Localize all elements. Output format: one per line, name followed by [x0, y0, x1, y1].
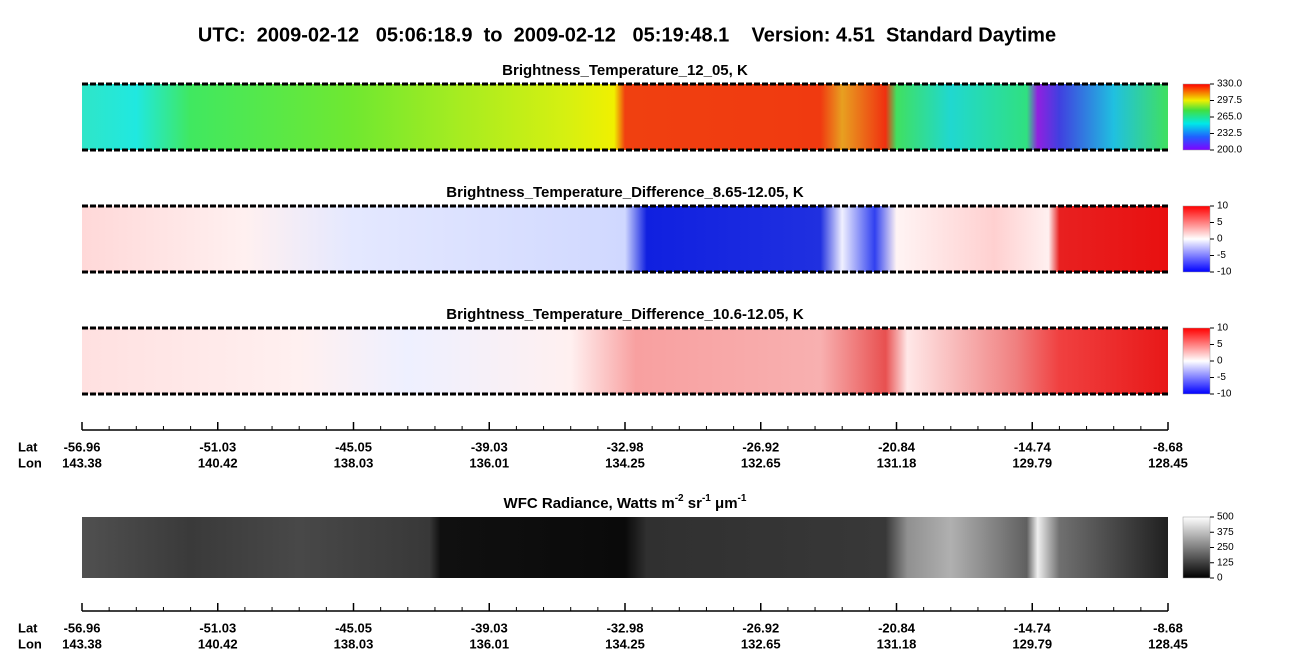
lon-label: 143.38 — [62, 455, 102, 470]
colorbar-label: 330.0 — [1217, 79, 1242, 90]
lon-label: 131.18 — [877, 455, 917, 470]
panel-title: Brightness_Temperature_12_05, K — [502, 62, 748, 79]
axis-label: Lat — [18, 620, 38, 635]
lat-label: -14.74 — [1014, 439, 1052, 454]
colorbar-label: 200.0 — [1217, 145, 1242, 156]
lat-label: -51.03 — [199, 620, 236, 635]
colorbar-label: 232.5 — [1217, 128, 1242, 139]
lon-label: 138.03 — [334, 455, 374, 470]
title-part: -2 — [675, 493, 684, 504]
lon-label: 128.45 — [1148, 636, 1188, 651]
lat-label: -45.05 — [335, 620, 372, 635]
lat-label: -20.84 — [878, 439, 916, 454]
lat-label: -8.68 — [1153, 620, 1183, 635]
lat-label: -26.92 — [742, 439, 779, 454]
lat-label: -56.96 — [64, 439, 101, 454]
colorbar — [1182, 327, 1211, 395]
lat-label: -51.03 — [199, 439, 236, 454]
title-part: sr — [684, 495, 703, 512]
lon-label: 136.01 — [469, 636, 509, 651]
lon-label: 132.65 — [741, 455, 781, 470]
axis-label: Lon — [18, 455, 42, 470]
heatmap — [82, 84, 1168, 150]
colorbar — [1182, 83, 1211, 151]
colorbar-label: -5 — [1217, 250, 1226, 261]
panel-title: Brightness_Temperature_Difference_10.6-1… — [446, 306, 804, 323]
lon-label: 138.03 — [334, 636, 374, 651]
panel-title: WFC Radiance, Watts m-2 sr-1 μm-1 — [504, 493, 747, 512]
colorbar-label: -10 — [1217, 389, 1232, 400]
lon-label: 140.42 — [198, 455, 238, 470]
colorbar — [1182, 516, 1211, 579]
colorbar-label: 5 — [1217, 217, 1223, 228]
lat-label: -8.68 — [1153, 439, 1183, 454]
colorbar-label: 0 — [1217, 356, 1223, 367]
lon-label: 128.45 — [1148, 455, 1188, 470]
colorbar-label: 265.0 — [1217, 112, 1242, 123]
colorbar-label: -5 — [1217, 372, 1226, 383]
lat-label: -14.74 — [1014, 620, 1052, 635]
heatmap — [82, 517, 1168, 578]
axis-label: Lon — [18, 636, 42, 651]
heatmap — [82, 328, 1168, 394]
title: UTC: 2009-02-12 05:06:18.9 to 2009-02-12… — [198, 24, 1056, 46]
lon-label: 129.79 — [1012, 455, 1052, 470]
colorbar-label: 250 — [1217, 542, 1234, 553]
lat-label: -39.03 — [471, 620, 508, 635]
title-part: μm — [711, 495, 738, 512]
heatmap — [82, 206, 1168, 272]
frame — [82, 82, 1168, 396]
colorbar-label: -10 — [1217, 267, 1232, 278]
axis-label: Lat — [18, 439, 38, 454]
title-part: -1 — [738, 493, 747, 504]
lon-label: 134.25 — [605, 455, 645, 470]
colorbar-label: 500 — [1217, 512, 1234, 523]
lon-label: 136.01 — [469, 455, 509, 470]
colorbar-label: 10 — [1217, 201, 1229, 212]
lat-label: -39.03 — [471, 439, 508, 454]
lon-label: 132.65 — [741, 636, 781, 651]
panel-title: Brightness_Temperature_Difference_8.65-1… — [446, 184, 804, 201]
colorbar-label: 375 — [1217, 527, 1234, 538]
lon-label: 129.79 — [1012, 636, 1052, 651]
lon-label: 140.42 — [198, 636, 238, 651]
lon-label: 134.25 — [605, 636, 645, 651]
lat-label: -20.84 — [878, 620, 916, 635]
lat-label: -32.98 — [607, 620, 644, 635]
colorbar-label: 0 — [1217, 573, 1223, 584]
colorbar-label: 297.5 — [1217, 95, 1242, 106]
colorbar-label: 5 — [1217, 339, 1223, 350]
lat-label: -56.96 — [64, 620, 101, 635]
colorbar — [1182, 205, 1211, 273]
lon-label: 143.38 — [62, 636, 102, 651]
colorbar-label: 0 — [1217, 234, 1223, 245]
colorbar-label: 125 — [1217, 557, 1234, 568]
lat-label: -26.92 — [742, 620, 779, 635]
colorbar-label: 10 — [1217, 323, 1229, 334]
lat-label: -32.98 — [607, 439, 644, 454]
title-part: WFC Radiance, Watts m — [504, 495, 675, 512]
lon-label: 131.18 — [877, 636, 917, 651]
lat-label: -45.05 — [335, 439, 372, 454]
title-part: -1 — [702, 493, 711, 504]
